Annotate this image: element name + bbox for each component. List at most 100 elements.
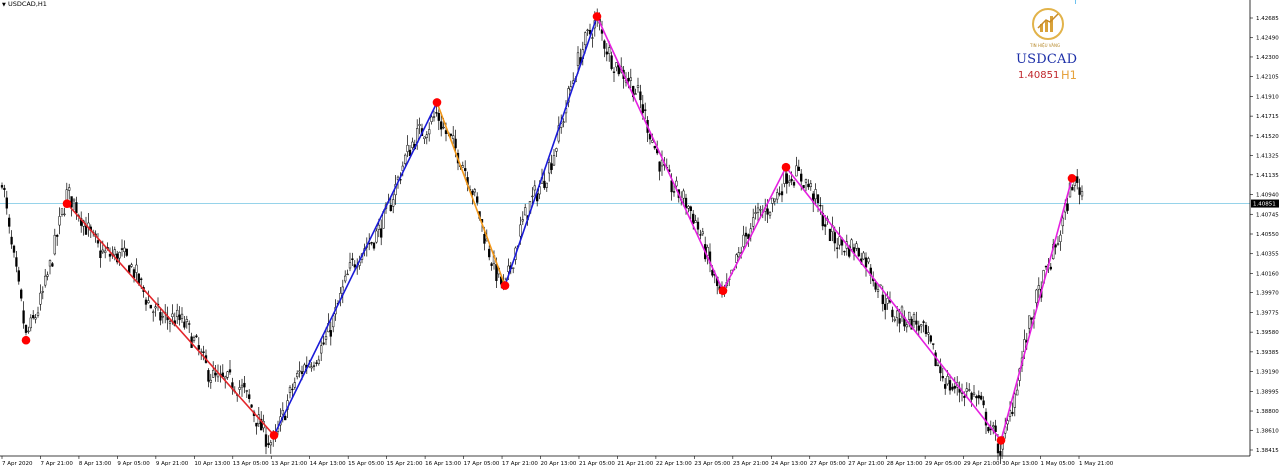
candle [298,361,301,378]
candle [586,28,589,36]
candle [1061,213,1064,234]
candle [968,383,971,392]
candle [3,184,6,198]
candle [915,311,918,333]
candle [255,422,258,435]
brand-logo [1018,4,1098,84]
candle [862,251,865,261]
candle [778,186,781,197]
candle [982,396,985,409]
candle [804,178,808,192]
candle [660,150,664,176]
candle [423,136,426,145]
candle [1028,315,1031,335]
candle [754,205,757,220]
candle [51,262,54,267]
candle [694,214,697,223]
y-tick-label: 1.41325 [1256,154,1279,160]
candle [430,115,433,125]
candle [48,259,52,275]
candle [776,188,779,204]
candle [464,160,467,180]
candle [135,258,138,281]
candle [629,68,632,88]
candle [548,158,551,182]
candle [0,182,4,190]
candle [320,338,323,362]
x-tick-label: 14 Apr 13:00 [310,461,346,467]
candle [341,279,344,304]
x-tick-label: 15 Apr 05:00 [348,461,384,467]
candle [80,211,83,233]
candle [814,183,817,205]
candle [999,442,1002,465]
x-tick-label: 10 Apr 13:00 [194,461,230,467]
candle [188,320,191,333]
candle [737,247,740,260]
candle [886,291,889,310]
candle [1054,243,1057,255]
x-tick-label: 29 Apr 21:00 [964,461,1000,467]
candle [15,251,18,273]
candle [269,439,272,454]
candle [209,373,212,389]
candle [432,110,436,122]
candle [380,219,383,246]
candle [408,144,412,157]
candle [351,252,354,267]
y-tick-label: 1.40940 [1256,193,1279,199]
x-tick-label: 30 Apr 13:00 [1002,461,1038,467]
brand-name: TIN HIỆU VÀNG [1030,43,1061,48]
candle [1035,288,1038,310]
zigzag-segment-orange [436,102,506,286]
candle [224,375,227,389]
x-tick-label: 23 Apr 21:00 [733,461,769,467]
candle [195,334,198,339]
candle [8,214,11,234]
current-price-label: 1.40851 [1253,202,1276,208]
candle [58,207,61,235]
candle [891,306,894,323]
candle [836,237,839,259]
candle [658,161,661,181]
dropdown-arrow-icon[interactable]: ▼ [2,2,6,8]
y-tick-label: 1.38800 [1256,409,1279,415]
candle [418,117,421,135]
candle [903,310,906,332]
candle [32,310,35,320]
time-axis: 7 Apr 2020 7 Apr 21:00 8 Apr 13:00 9 Apr 05… [1,456,1114,467]
zigzag-segment-magenta [596,16,724,291]
candle [603,39,606,58]
candle [190,332,193,348]
logo-timeframe: H1 [1061,68,1077,82]
candle [228,359,232,375]
candle [644,102,647,120]
pivot-point [1067,174,1077,183]
candle [5,190,8,215]
x-tick-label: 16 Apr 13:00 [425,461,461,467]
candle [953,377,956,394]
candle [36,306,40,318]
candle [884,294,887,320]
candle [440,112,443,137]
y-tick-label: 1.42685 [1256,16,1279,22]
candle [809,180,812,191]
symbol-label[interactable]: ▼ USDCAD,H1 [2,0,47,8]
candle [221,364,224,379]
pivot-point [592,12,602,21]
candle [411,137,414,150]
x-tick-label: 22 Apr 13:00 [656,461,692,467]
candle [965,382,968,399]
zigzag-segment-blue [273,102,438,436]
candle [636,77,640,93]
candle [864,252,868,277]
y-tick-label: 1.39190 [1256,370,1279,376]
y-tick-label: 1.41520 [1256,134,1279,140]
x-tick-label: 27 Apr 21:00 [848,461,884,467]
candle [512,267,515,274]
candle [552,149,556,167]
candle [152,309,155,322]
candle [744,226,748,245]
zigzag-segment-red [66,203,275,436]
